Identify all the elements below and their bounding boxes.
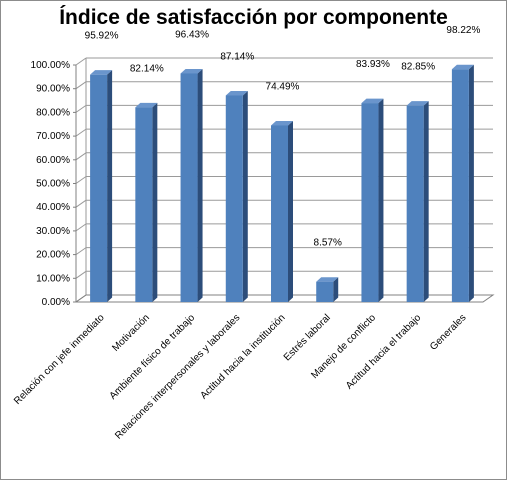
bar-front [451,69,469,302]
y-tick-label: 10.00% [36,273,70,284]
bar [451,64,474,302]
category-label: Actitud hacia el trabajo [344,312,424,392]
data-label: 83.93% [356,59,390,70]
y-tick-label: 90.00% [36,84,70,95]
y-tick-label: 80.00% [36,107,70,118]
bar-side [288,120,293,302]
chart-title: Índice de satisfacción por componente [59,6,448,29]
bar-front [271,125,288,302]
data-label: 82.14% [130,63,164,74]
bar-front [90,74,108,302]
bar-top [451,64,474,70]
y-tick-label: 30.00% [36,226,70,237]
bar [90,70,113,302]
y-tick-label: 0.00% [42,297,70,308]
bar-side [107,70,113,302]
grid-diagonal [75,199,87,208]
bar [406,101,429,302]
category-label: Relación con jefe inmediato [12,312,107,407]
bar-top [135,102,158,108]
grid-diagonal [75,247,87,256]
category-label: Generales [428,312,468,352]
bar [180,68,203,302]
bar-top [316,277,339,282]
bar-side [333,277,339,302]
bar-front [135,107,153,302]
y-tick-label: 60.00% [36,155,70,166]
category-labels: Relación con jefe inmediato MotivaciónAmb… [12,312,468,442]
bar-front [316,281,334,302]
bar-side [423,101,429,302]
bar [361,98,384,302]
bar [316,277,339,302]
data-label: 95.92% [85,31,119,42]
bar-top [271,120,293,126]
bar-front [361,103,379,302]
category-label: Actitud hacia la institución [198,312,287,401]
category-label: Estrés laboral [282,312,333,363]
bar-top [361,98,384,104]
grid-diagonal [75,176,87,184]
bar-top [225,90,248,96]
grid-diagonal [75,270,87,279]
y-tick-label: 40.00% [36,202,70,213]
data-label: 82.85% [401,62,435,73]
grid-diagonal [75,57,87,66]
axes: 0.00% 10.00% 20.00% 30.00% 40.00% 50.00% 60.00… [31,58,495,308]
bar [271,120,293,302]
bar-front [406,105,424,302]
y-tick-label: 100.00% [31,60,71,71]
data-label: 96.43% [175,29,209,40]
bars [90,64,474,302]
bar-side [468,64,474,302]
bar-top [180,68,203,74]
bar-front [180,73,198,302]
bar [135,102,158,302]
floor [74,294,495,303]
bar-front [225,95,243,302]
bar-side [152,102,158,302]
grid-diagonal [75,152,87,161]
bar-side [197,68,203,302]
data-label: 74.49% [266,81,300,92]
category-label: Motivación [110,312,152,354]
grid-diagonal [75,223,87,232]
bar-top [406,101,429,106]
y-tick-label: 20.00% [36,250,70,261]
data-labels: 95.92% 82.14% 96.43% 87.14% 74.49% 8.57% 83.93… [85,25,481,248]
data-label: 8.57% [314,238,342,249]
bar-top [90,70,113,75]
y-tick-label: 70.00% [36,131,70,142]
bar-side [378,98,384,302]
y-tick-label: 50.00% [36,179,70,190]
data-label: 87.14% [220,51,254,62]
grid-diagonal [75,128,87,137]
grid-diagonal [75,81,87,90]
category-label: Ambiente físico de trabajo [108,312,198,402]
bar-side [242,90,248,302]
data-label: 98.22% [446,25,480,36]
grid-diagonal [75,104,87,113]
bar [225,90,248,302]
